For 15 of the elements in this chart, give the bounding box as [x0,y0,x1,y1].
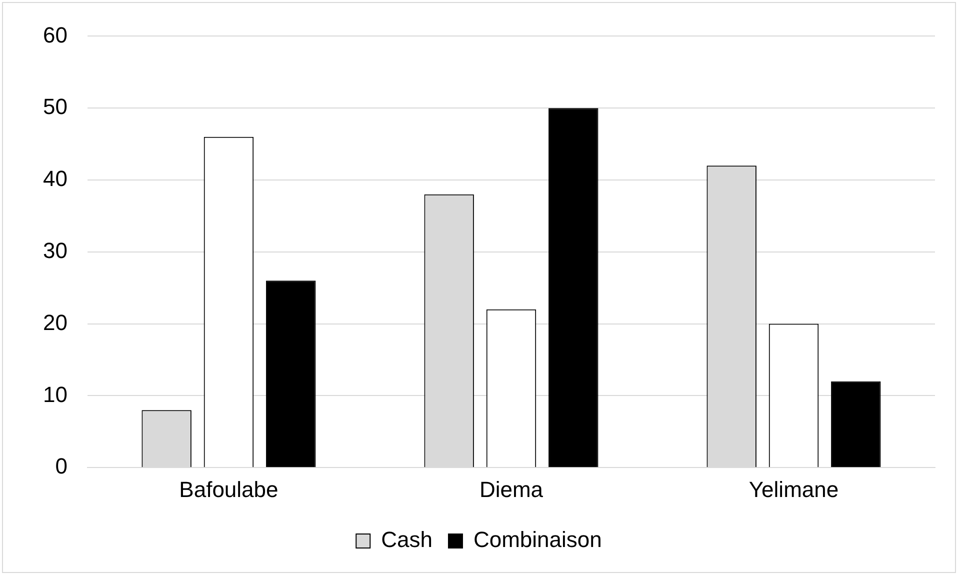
x-tick-label: Bafoulabe [179,476,278,502]
x-tick-label: Diema [479,476,544,502]
y-tick-label: 0 [55,454,68,479]
y-tick-label: 30 [42,238,68,263]
y-tick-label: 40 [42,166,68,192]
y-tick-label: 60 [42,22,68,48]
y-tick-label: 20 [42,310,68,335]
x-tick-label: Yelimane [748,476,839,502]
legend-label: Combinaison [473,527,602,552]
bar [266,280,316,468]
bar [831,381,881,468]
bar [548,108,598,468]
y-tick-label: 10 [42,382,68,407]
legend-label: Cash [381,527,432,552]
y-tick-label: 50 [42,94,68,120]
